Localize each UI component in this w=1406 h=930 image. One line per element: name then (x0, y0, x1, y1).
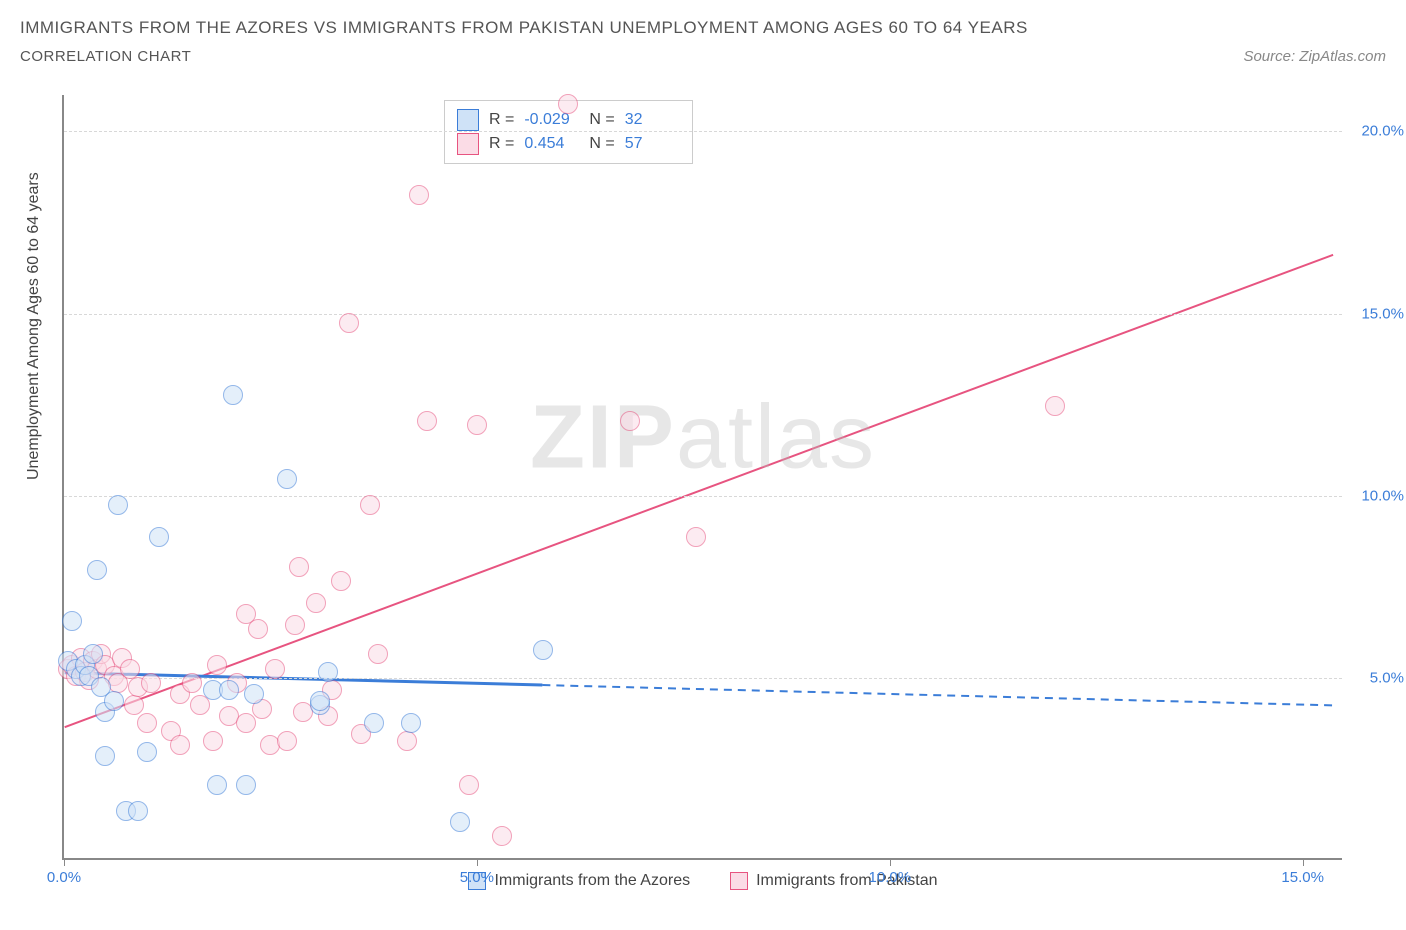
y-tick-label: 20.0% (1349, 123, 1404, 140)
data-point (207, 775, 227, 795)
r-value: -0.029 (524, 111, 579, 129)
stats-legend-row: R = 0.454 N = 57 (457, 133, 680, 155)
data-point (285, 615, 305, 635)
data-point (306, 593, 326, 613)
data-point (1045, 396, 1065, 416)
x-tick-label: 0.0% (47, 869, 81, 886)
chart-area: ZIPatlas R =-0.029N =32R =0.454N =57 Imm… (62, 95, 1342, 860)
n-value: 57 (625, 135, 680, 153)
data-point (364, 713, 384, 733)
x-tick (64, 858, 65, 866)
data-point (236, 775, 256, 795)
grid-line (64, 131, 1342, 132)
data-point (182, 673, 202, 693)
data-point (459, 775, 479, 795)
data-point (686, 527, 706, 547)
chart-subtitle: CORRELATION CHART (20, 48, 191, 65)
data-point (310, 691, 330, 711)
y-tick-label: 15.0% (1349, 305, 1404, 322)
grid-line (64, 678, 1342, 679)
data-point (244, 684, 264, 704)
r-label: R = (489, 111, 514, 129)
trend-line-dashed (542, 685, 1333, 705)
data-point (417, 411, 437, 431)
data-point (318, 662, 338, 682)
data-point (87, 560, 107, 580)
data-point (277, 731, 297, 751)
data-point (83, 644, 103, 664)
data-point (558, 94, 578, 114)
data-point (223, 385, 243, 405)
data-point (277, 469, 297, 489)
legend-swatch (457, 109, 479, 131)
data-point (203, 731, 223, 751)
legend-label: Immigrants from the Azores (494, 872, 690, 890)
data-point (141, 673, 161, 693)
data-point (170, 735, 190, 755)
x-tick-label: 10.0% (869, 869, 912, 886)
data-point (137, 742, 157, 762)
data-point (401, 713, 421, 733)
x-tick (477, 858, 478, 866)
data-point (409, 185, 429, 205)
x-tick (890, 858, 891, 866)
data-point (492, 826, 512, 846)
data-point (104, 691, 124, 711)
data-point (248, 619, 268, 639)
n-label: N = (589, 135, 614, 153)
data-point (95, 746, 115, 766)
data-point (120, 659, 140, 679)
y-tick-label: 10.0% (1349, 487, 1404, 504)
x-tick (1303, 858, 1304, 866)
data-point (124, 695, 144, 715)
chart-title: IMMIGRANTS FROM THE AZORES VS IMMIGRANTS… (20, 18, 1386, 38)
data-point (219, 680, 239, 700)
data-point (620, 411, 640, 431)
data-point (207, 655, 227, 675)
x-tick-label: 5.0% (460, 869, 494, 886)
data-point (331, 571, 351, 591)
grid-line (64, 314, 1342, 315)
data-point (128, 801, 148, 821)
legend-swatch (457, 133, 479, 155)
trend-line-solid (65, 255, 1333, 727)
data-point (339, 313, 359, 333)
data-point (108, 495, 128, 515)
legend-swatch (730, 872, 748, 890)
data-point (236, 713, 256, 733)
data-point (533, 640, 553, 660)
r-value: 0.454 (524, 135, 579, 153)
x-tick-label: 15.0% (1281, 869, 1324, 886)
data-point (360, 495, 380, 515)
data-point (149, 527, 169, 547)
bottom-legend-item: Immigrants from the Azores (468, 872, 690, 890)
data-point (368, 644, 388, 664)
y-tick-label: 5.0% (1349, 669, 1404, 686)
y-axis-label: Unemployment Among Ages 60 to 64 years (25, 172, 43, 480)
data-point (265, 659, 285, 679)
grid-line (64, 496, 1342, 497)
trend-lines-layer (64, 95, 1342, 858)
source-label: Source: ZipAtlas.com (1243, 48, 1386, 65)
r-label: R = (489, 135, 514, 153)
bottom-legend: Immigrants from the AzoresImmigrants fro… (64, 872, 1342, 890)
n-value: 32 (625, 111, 680, 129)
n-label: N = (589, 111, 614, 129)
data-point (137, 713, 157, 733)
data-point (467, 415, 487, 435)
data-point (450, 812, 470, 832)
data-point (397, 731, 417, 751)
data-point (62, 611, 82, 631)
data-point (289, 557, 309, 577)
